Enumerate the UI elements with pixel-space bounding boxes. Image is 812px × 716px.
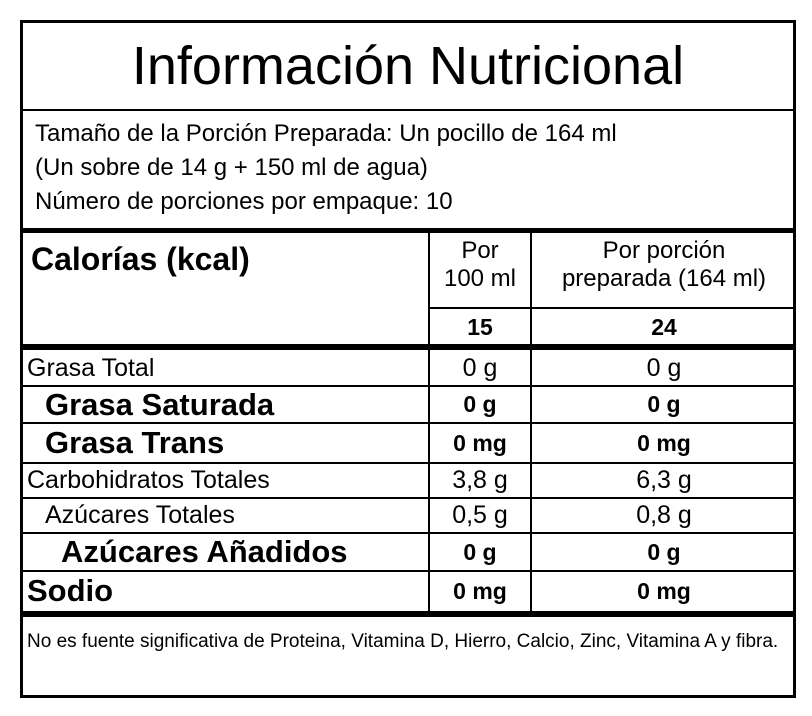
thick-divider [23,611,796,617]
nutrient-value: 0 mg [453,429,507,456]
title: Información Nutricional [131,36,685,96]
calories-label: Calorías (kcal) [31,241,250,277]
nutrient-value: 0 g [647,538,681,565]
serving-info: Tamaño de la Porción Preparada: Un pocil… [35,117,617,219]
row-divider [23,570,796,572]
column-header: Por porción preparada (164 ml) [561,237,767,292]
nutrient-value: 0 g [463,391,497,417]
nutrient-value: 3,8 g [452,466,508,494]
serving-line: Número de porciones por empaque: 10 [35,188,453,215]
nutrient-value: 0,5 g [452,501,508,529]
serving-line: Tamaño de la Porción Preparada: Un pocil… [35,120,617,147]
nutrient-value: 0 g [647,391,681,417]
nutrient-value: 0 g [646,353,682,382]
nutrient-name: Grasa Total [27,353,155,382]
nutrition-label: Información Nutricional Tamaño de la Por… [20,20,796,698]
footnote: No es fuente significativa de Proteina, … [27,631,779,652]
nutrient-name: Grasa Saturada [45,386,275,422]
column-line [428,233,430,613]
thick-divider [23,344,796,350]
divider [428,307,796,309]
nutrient-name: Carbohidratos Totales [27,466,270,494]
calories-value: 15 [467,313,493,340]
nutrient-value: 0 mg [453,577,507,604]
row-divider [23,462,796,464]
thick-divider [23,228,796,233]
row-divider [23,497,796,499]
column-header: Por 100 ml [443,237,517,292]
nutrient-value: 6,3 g [636,466,692,494]
row-divider [23,532,796,534]
nutrient-value: 0 mg [637,577,691,604]
column-line [530,233,532,613]
row-divider [23,422,796,424]
nutrient-name: Grasa Trans [45,425,225,460]
serving-line: (Un sobre de 14 g + 150 ml de agua) [35,154,428,181]
nutrient-name: Azúcares Añadidos [61,534,348,569]
nutrient-name: Sodio [27,573,114,608]
nutrient-name: Azúcares Totales [45,501,235,529]
nutrient-value: 0 mg [637,429,691,456]
nutrient-value: 0 g [463,538,497,565]
nutrient-value: 0 g [462,353,498,382]
calories-value: 24 [651,313,677,340]
row-divider [23,385,796,387]
nutrient-value: 0,8 g [636,501,692,529]
divider [23,109,796,111]
